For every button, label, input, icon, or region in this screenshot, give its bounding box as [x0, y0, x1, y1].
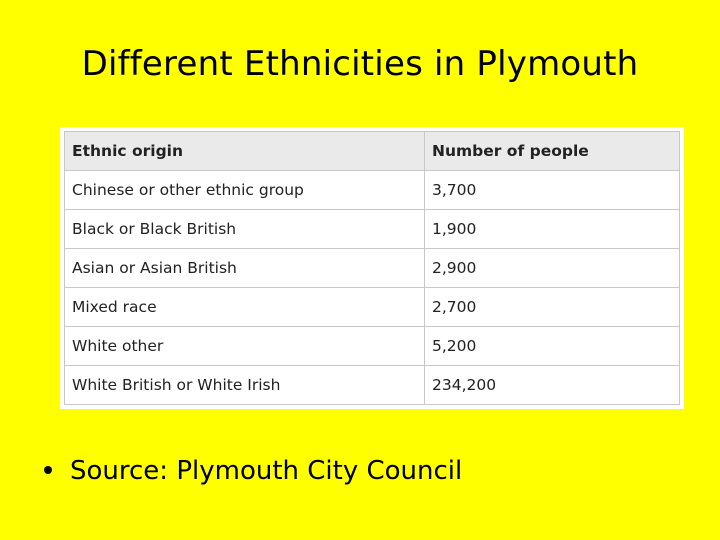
cell-number-of-people: 1,900	[424, 209, 680, 249]
table-row: White British or White Irish 234,200	[64, 365, 680, 405]
cell-ethnic-origin: Black or Black British	[64, 209, 425, 249]
cell-ethnic-origin: Asian or Asian British	[64, 248, 425, 288]
table-row: Chinese or other ethnic group 3,700	[64, 170, 680, 210]
table-row: Black or Black British 1,900	[64, 209, 680, 249]
cell-ethnic-origin: White British or White Irish	[64, 365, 425, 405]
source-bullet: Source: Plymouth City Council	[44, 456, 462, 486]
table-row: Mixed race 2,700	[64, 287, 680, 327]
table-header-row: Ethnic origin Number of people	[64, 131, 680, 171]
cell-number-of-people: 3,700	[424, 170, 680, 210]
column-header-ethnic-origin: Ethnic origin	[64, 131, 425, 171]
cell-number-of-people: 2,900	[424, 248, 680, 288]
table-row: White other 5,200	[64, 326, 680, 366]
cell-ethnic-origin: Chinese or other ethnic group	[64, 170, 425, 210]
slide-title: Different Ethnicities in Plymouth	[81, 44, 639, 84]
cell-number-of-people: 2,700	[424, 287, 680, 327]
table-row: Asian or Asian British 2,900	[64, 248, 680, 288]
bullet-icon	[44, 465, 52, 474]
cell-ethnic-origin: Mixed race	[64, 287, 425, 327]
cell-number-of-people: 5,200	[424, 326, 680, 366]
column-header-number-of-people: Number of people	[424, 131, 680, 171]
ethnicity-table-image: Ethnic origin Number of people Chinese o…	[60, 127, 684, 409]
cell-ethnic-origin: White other	[64, 326, 425, 366]
source-text: Source: Plymouth City Council	[70, 456, 463, 486]
cell-number-of-people: 234,200	[424, 365, 680, 405]
ethnicity-table: Ethnic origin Number of people Chinese o…	[64, 131, 680, 405]
